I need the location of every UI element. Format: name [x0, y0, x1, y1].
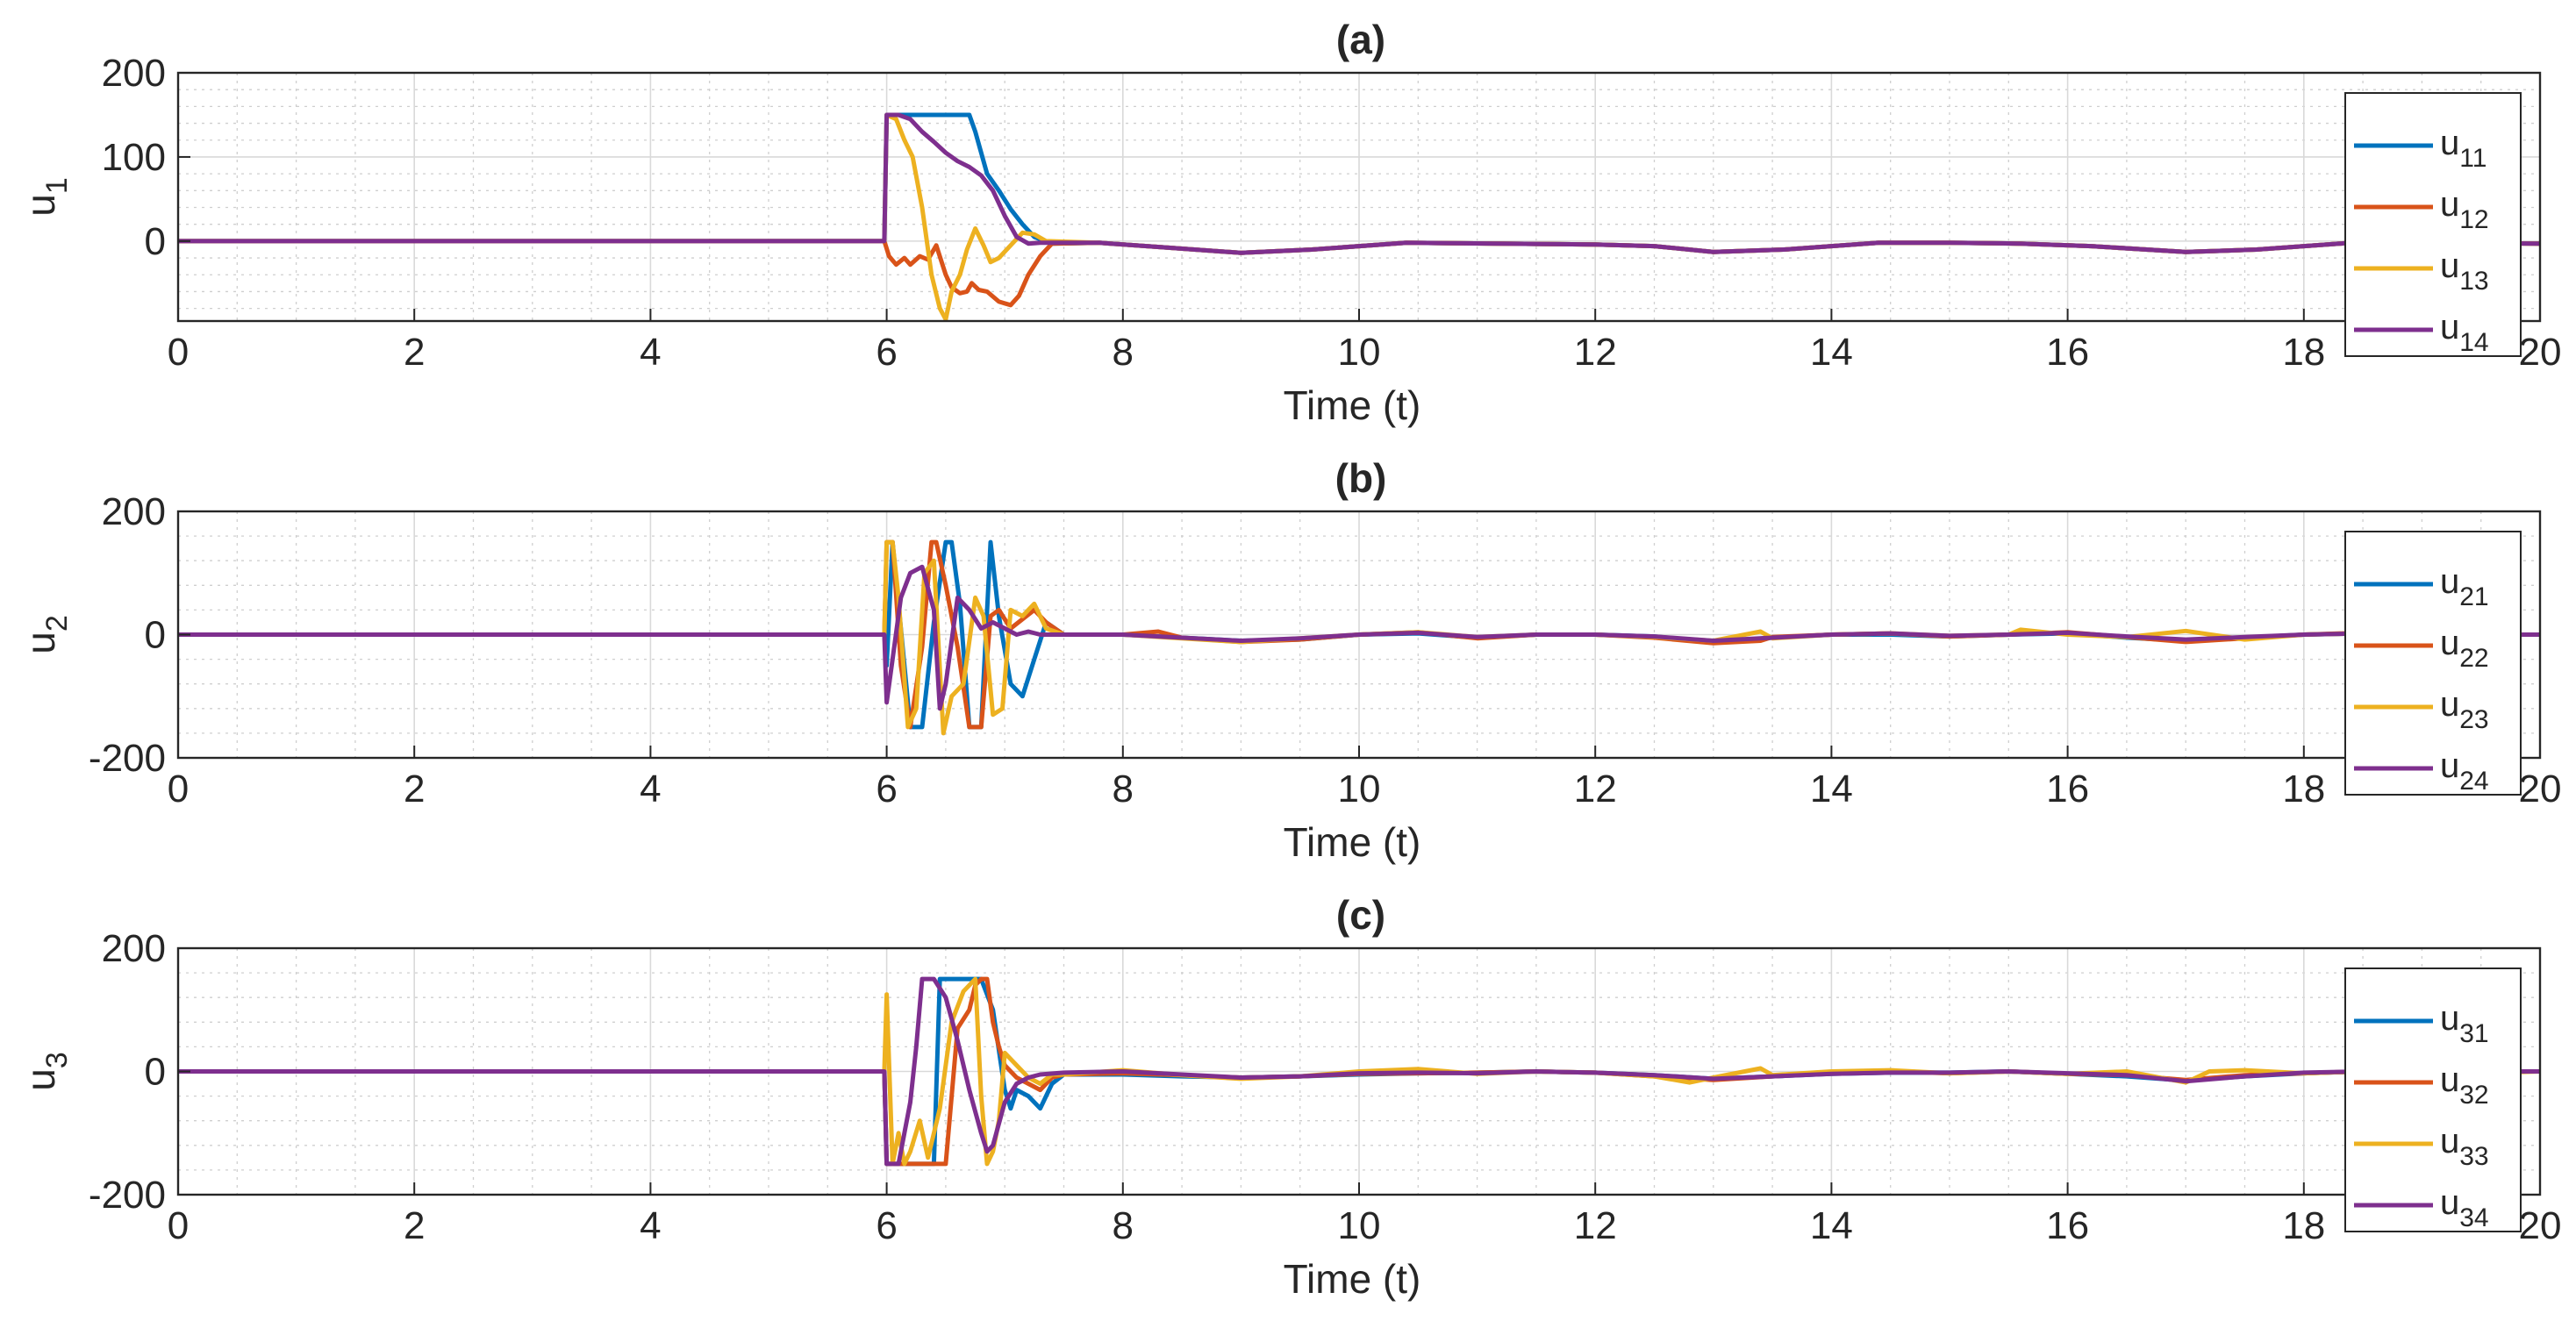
x-axis-label: Time (t) [1284, 819, 1421, 865]
series-group [178, 112, 2540, 321]
legend-label: u12 [2440, 185, 2489, 234]
legend-item: u33 [2354, 1122, 2489, 1171]
y-tick-label: 0 [145, 614, 166, 657]
x-axis-label: Time (t) [1284, 382, 1421, 428]
y-tick-label: -200 [89, 1174, 166, 1217]
legend-box [2344, 967, 2522, 1232]
legend-label: u11 [2440, 124, 2487, 173]
x-tick-label: 16 [2046, 1204, 2089, 1247]
y-axis-label: u3 [18, 1052, 74, 1091]
x-tick-label: 4 [640, 768, 661, 810]
y-axis-label: u2 [18, 615, 74, 654]
y-tick-label: 0 [145, 220, 166, 263]
x-tick-label: 20 [2519, 1204, 2562, 1247]
legend: u21 u22 u23 u24 [2344, 531, 2522, 796]
x-tick-label: 6 [876, 768, 897, 810]
legend-item: u22 [2354, 624, 2489, 673]
x-axis-label: Time (t) [1284, 1256, 1421, 1302]
x-tick-label: 0 [168, 331, 189, 374]
legend-item: u34 [2354, 1183, 2489, 1232]
x-tick-label: 18 [2282, 768, 2325, 810]
x-tick-label: 12 [1574, 1204, 1617, 1247]
legend-item: u32 [2354, 1060, 2489, 1110]
legend-label: u21 [2440, 562, 2489, 611]
series-line-u14 [178, 112, 2540, 255]
x-tick-label: 4 [640, 1204, 661, 1247]
y-tick-label: 0 [145, 1051, 166, 1094]
legend-label: u31 [2440, 999, 2489, 1048]
legend-label: u32 [2440, 1060, 2489, 1110]
y-tick-label: 200 [102, 490, 166, 533]
x-tick-label: 20 [2519, 768, 2562, 810]
x-tick-label: 0 [168, 1204, 189, 1247]
y-tick-label: 200 [102, 927, 166, 970]
x-tick-label: 14 [1810, 768, 1853, 810]
legend: u31 u32 u33 u34 [2344, 967, 2522, 1232]
panel-title: (b) [1335, 455, 1387, 501]
legend-label: u34 [2440, 1183, 2489, 1232]
x-tick-label: 16 [2046, 768, 2089, 810]
x-tick-label: 2 [404, 768, 425, 810]
x-tick-label: 6 [876, 331, 897, 374]
y-tick-label: -200 [89, 737, 166, 780]
legend-label: u14 [2440, 308, 2489, 357]
x-tick-label: 10 [1338, 1204, 1381, 1247]
legend-item: u14 [2354, 308, 2489, 357]
legend-item: u11 [2354, 124, 2487, 173]
grid [177, 72, 2541, 321]
legend-item: u24 [2354, 746, 2489, 796]
legend-label: u13 [2440, 246, 2489, 296]
series-group [178, 976, 2540, 1167]
x-tick-label: 10 [1338, 331, 1381, 374]
x-tick-label: 14 [1810, 1204, 1853, 1247]
x-tick-label: 16 [2046, 331, 2089, 374]
x-tick-label: 18 [2282, 331, 2325, 374]
x-tick-label: 0 [168, 768, 189, 810]
x-tick-label: 4 [640, 331, 661, 374]
y-tick-label: 100 [102, 136, 166, 179]
legend-label: u23 [2440, 685, 2489, 734]
y-tick-label: 200 [102, 52, 166, 95]
series-line-u34 [178, 976, 2540, 1167]
panel-title: (a) [1336, 17, 1385, 62]
legend-label: u33 [2440, 1122, 2489, 1171]
x-tick-label: 8 [1113, 1204, 1134, 1247]
x-tick-label: 12 [1574, 768, 1617, 810]
legend-box [2344, 531, 2522, 796]
x-tick-label: 12 [1574, 331, 1617, 374]
x-tick-label: 2 [404, 331, 425, 374]
x-tick-label: 2 [404, 1204, 425, 1247]
y-axis-label: u1 [18, 177, 74, 217]
panel-title: (c) [1336, 892, 1385, 938]
x-tick-label: 14 [1810, 331, 1853, 374]
legend-label: u22 [2440, 624, 2489, 673]
x-tick-label: 8 [1113, 768, 1134, 810]
x-tick-label: 8 [1113, 331, 1134, 374]
x-tick-label: 6 [876, 1204, 897, 1247]
x-tick-label: 18 [2282, 1204, 2325, 1247]
x-tick-label: 10 [1338, 768, 1381, 810]
legend-box [2344, 92, 2522, 357]
legend: u11 u12 u13 u14 [2344, 92, 2522, 357]
legend-label: u24 [2440, 746, 2489, 796]
legend-item: u13 [2354, 246, 2489, 296]
legend-item: u23 [2354, 685, 2489, 734]
legend-item: u21 [2354, 562, 2489, 611]
x-tick-label: 20 [2519, 331, 2562, 374]
legend-item: u31 [2354, 999, 2489, 1048]
legend-item: u12 [2354, 185, 2489, 234]
series-group [178, 539, 2540, 736]
series-line-u24 [178, 564, 2540, 711]
